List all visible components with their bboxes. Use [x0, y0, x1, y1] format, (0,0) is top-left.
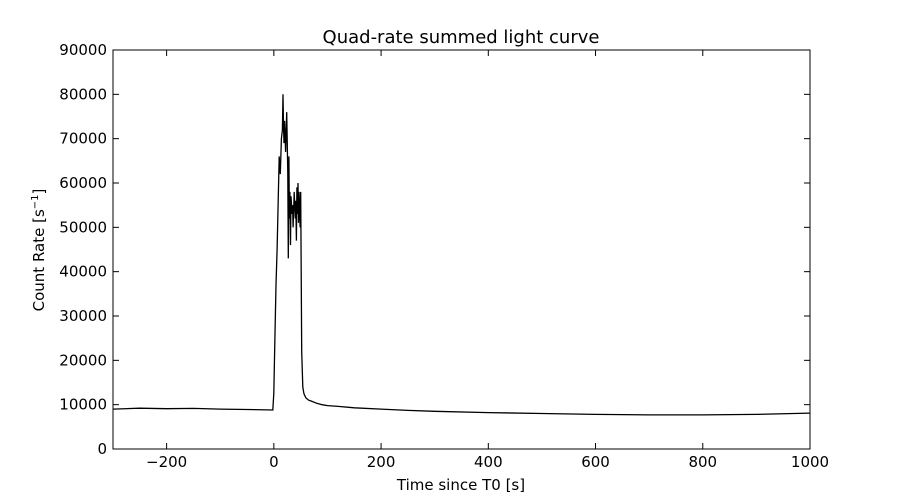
series-group — [112, 94, 811, 416]
plot-frame — [112, 49, 811, 450]
y-tick-label: 0 — [97, 440, 107, 458]
y-tick-label: 30000 — [59, 307, 107, 325]
y-axis-label-exponent: −1 — [30, 194, 41, 209]
x-axis-label: Time since T0 [s] — [396, 476, 525, 494]
series-line — [112, 94, 811, 416]
axis-ticks: −200 0 200 400 600 800 10000100002000030000400… — [59, 41, 829, 471]
x-tick-label: 800 — [688, 453, 717, 471]
y-tick-label: 70000 — [59, 130, 107, 148]
y-tick-label: 60000 — [59, 174, 107, 192]
x-tick-label: 400 — [474, 453, 503, 471]
y-axis-label: Count Rate [s−1] — [30, 189, 48, 312]
y-axis-label-end: ] — [30, 189, 48, 195]
chart-title: Quad-rate summed light curve — [323, 27, 600, 48]
x-tick-label: 200 — [367, 453, 396, 471]
x-tick-label: 0 — [269, 453, 279, 471]
y-tick-label: 10000 — [59, 396, 107, 414]
y-tick-label: 90000 — [59, 41, 107, 59]
x-tick-label: −200 — [146, 453, 187, 471]
y-tick-label: 20000 — [59, 351, 107, 369]
y-tick-label: 50000 — [59, 218, 107, 236]
x-tick-label: 1000 — [791, 453, 829, 471]
x-tick-label: 600 — [581, 453, 610, 471]
y-tick-label: 40000 — [59, 263, 107, 281]
y-axis-label-main: Count Rate [s — [30, 209, 48, 311]
y-tick-label: 80000 — [59, 85, 107, 103]
